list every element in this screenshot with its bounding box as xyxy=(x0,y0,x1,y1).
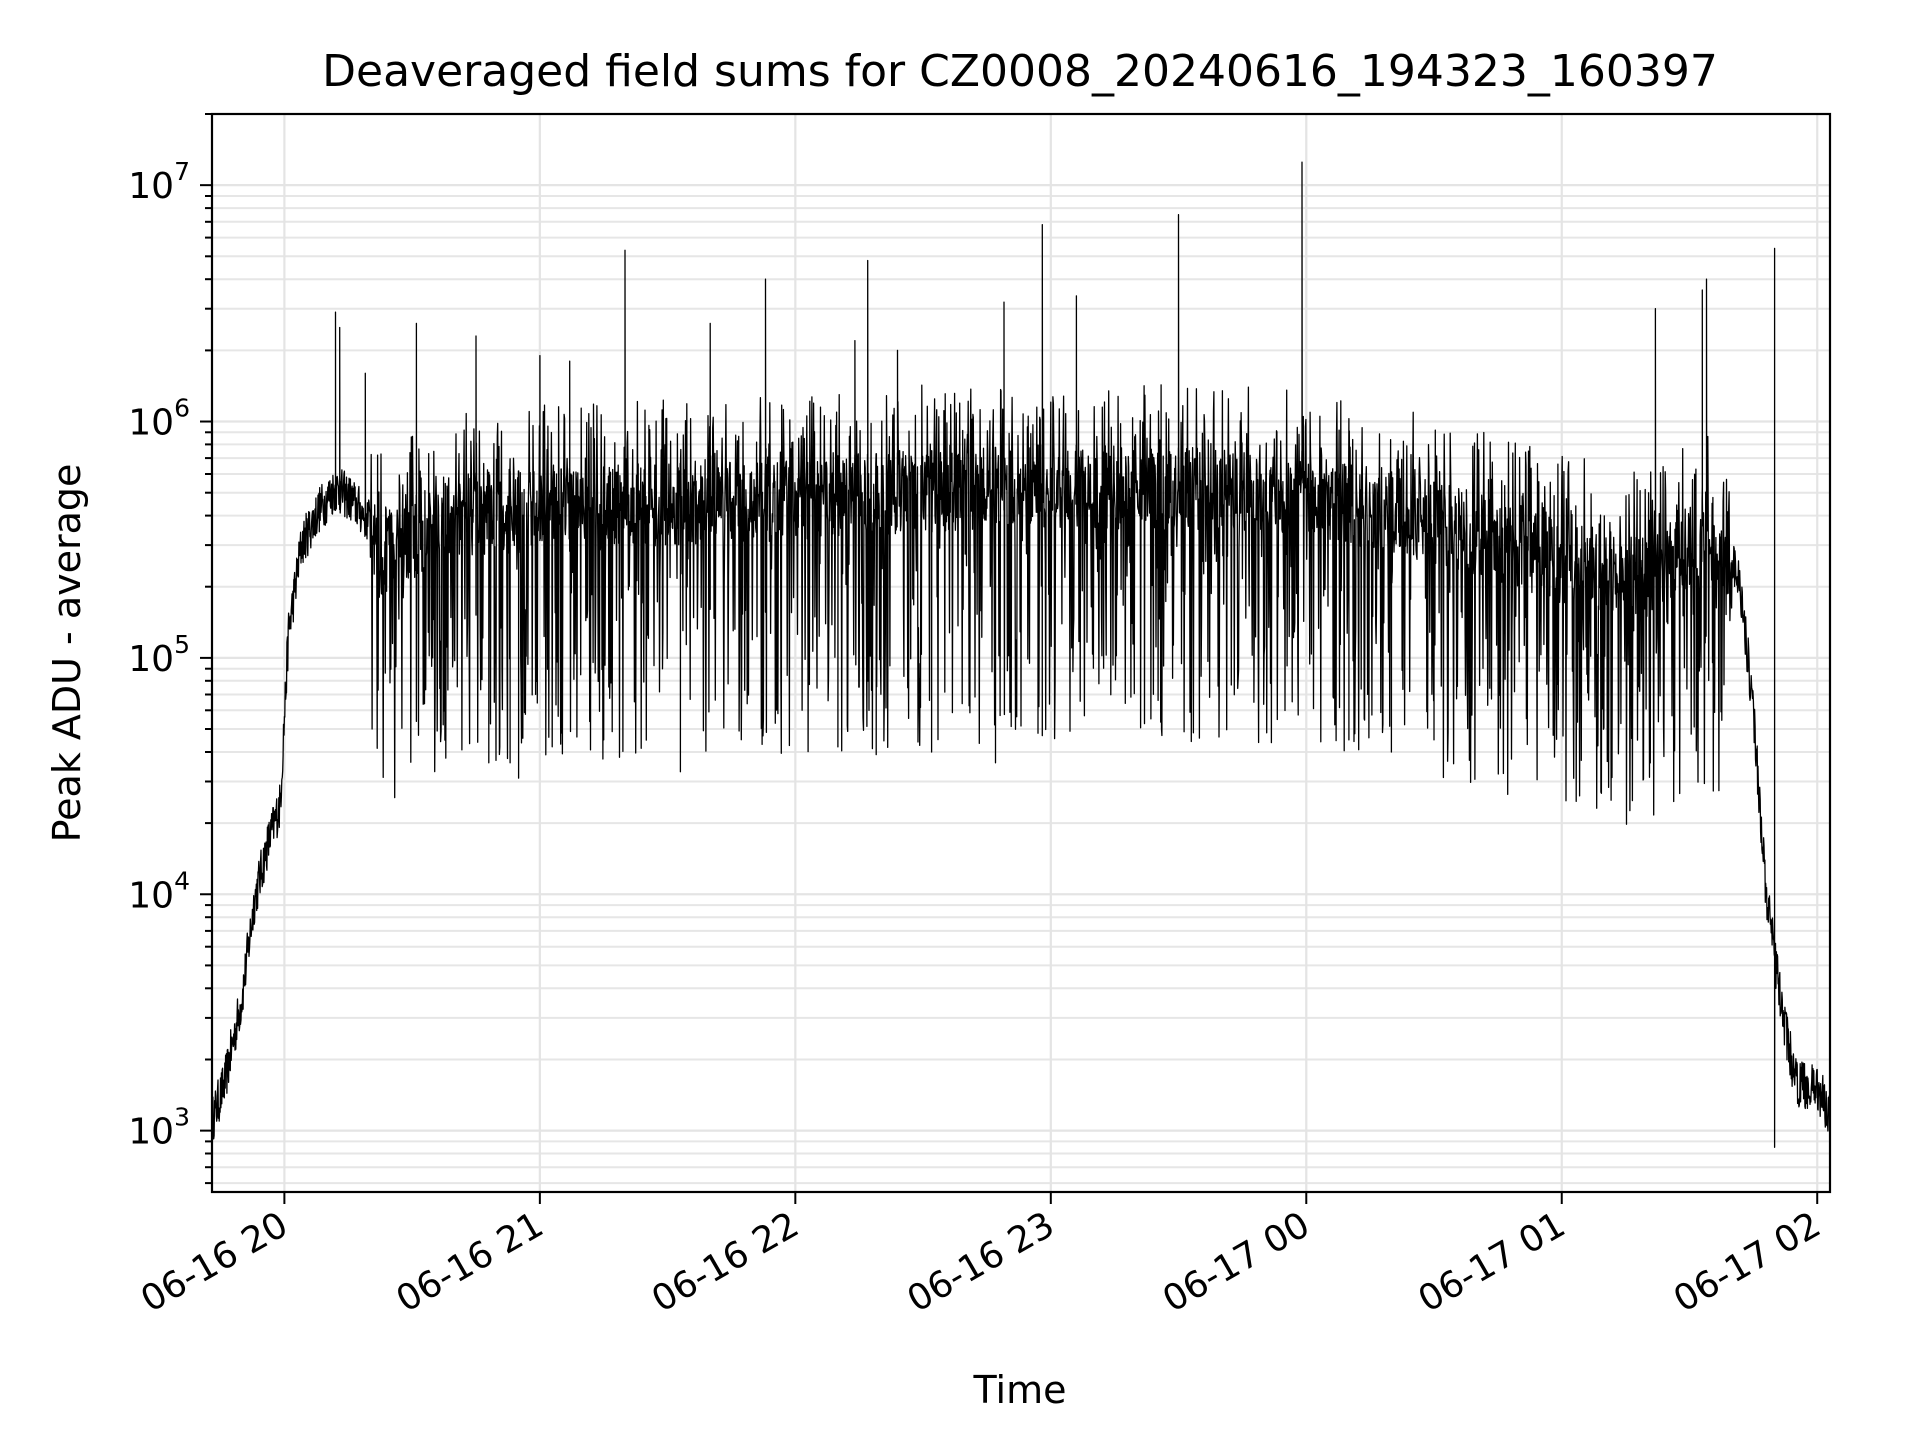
series-area xyxy=(211,161,1831,1148)
x-tick-label: 06-16 22 xyxy=(645,1204,806,1320)
y-tick-label: 107 xyxy=(128,157,190,207)
y-axis-tick-labels: 103 104 105 106 107 xyxy=(128,157,190,1152)
x-tick-label: 06-17 01 xyxy=(1412,1204,1573,1320)
y-tick-label: 103 xyxy=(128,1103,190,1153)
x-tick-label: 06-17 02 xyxy=(1667,1204,1828,1320)
series-line xyxy=(211,161,1831,1148)
y-axis-label: Peak ADU - average xyxy=(45,464,89,843)
x-axis-label: Time xyxy=(973,1368,1067,1412)
y-tick-label: 104 xyxy=(128,866,190,916)
axis-ticks xyxy=(200,113,1819,1204)
chart-title: Deaveraged field sums for CZ0008_2024061… xyxy=(322,46,1718,97)
y-tick-label: 106 xyxy=(128,394,190,444)
x-tick-label: 06-17 00 xyxy=(1156,1204,1317,1320)
x-tick-label: 06-16 20 xyxy=(134,1204,295,1320)
x-tick-label: 06-16 21 xyxy=(390,1204,551,1320)
x-axis-tick-labels: 06-16 20 06-16 21 06-16 22 06-16 23 06-17 00… xyxy=(134,1204,1828,1320)
x-tick-label: 06-16 23 xyxy=(901,1204,1062,1320)
plot-frame xyxy=(210,112,1832,1194)
y-tick-label: 105 xyxy=(128,630,190,680)
